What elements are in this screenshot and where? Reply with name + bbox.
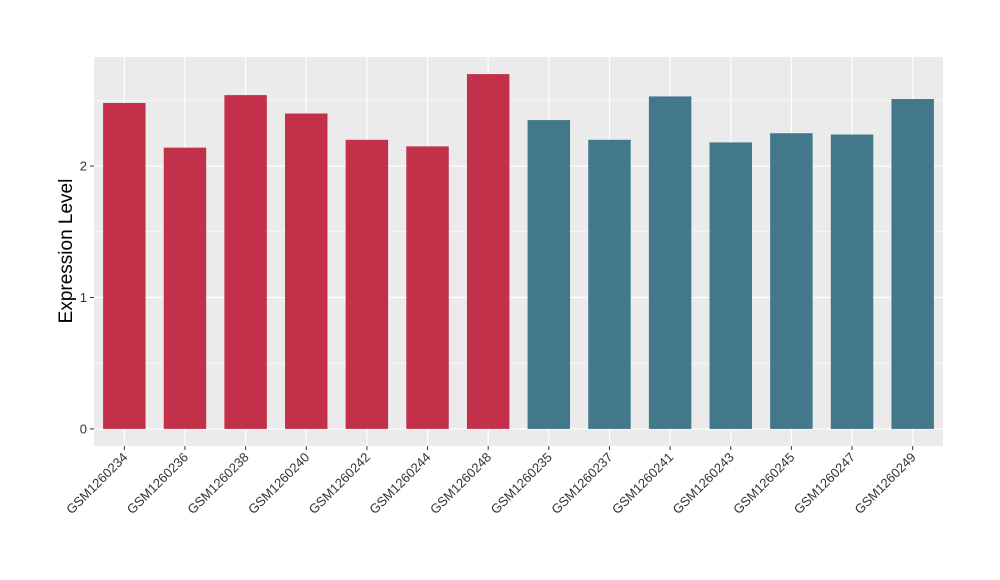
x-tick-label: GSM1260234 [63,450,130,517]
y-tick-label: 2 [80,159,87,174]
x-tick-label: GSM1260245 [730,450,797,517]
bar [648,96,692,429]
y-tick-label: 0 [80,421,87,436]
x-tick-label: GSM1260242 [306,450,373,517]
y-axis: 0 1 2 [80,159,94,436]
x-axis: GSM1260234GSM1260236GSM1260238GSM1260240… [63,446,919,517]
bar [285,113,328,429]
x-tick-label: GSM1260249 [851,450,918,517]
y-axis-title: Expression Level [56,179,77,324]
x-tick-label: GSM1260237 [548,450,615,517]
x-tick-label: GSM1260241 [609,450,676,517]
bars [103,74,934,429]
x-tick-label: GSM1260248 [427,450,494,517]
x-tick-label: GSM1260247 [791,450,858,517]
bar [891,99,934,429]
x-tick-label: GSM1260235 [488,450,555,517]
bar [466,74,510,429]
x-tick-label: GSM1260238 [184,450,251,517]
bar [224,95,267,429]
x-tick-label: GSM1260236 [124,450,191,517]
bar [770,133,813,429]
x-tick-label: GSM1260244 [366,450,433,517]
bar [103,102,146,429]
x-tick-label: GSM1260243 [670,450,737,517]
bar [527,120,571,429]
bar [163,147,207,429]
bar [830,134,874,429]
x-tick-label: GSM1260240 [245,450,312,517]
bar [588,139,631,429]
bar [406,146,449,429]
bar [709,142,752,429]
y-tick-label: 1 [80,290,87,305]
bar [345,139,389,429]
plot-panel [94,57,943,446]
